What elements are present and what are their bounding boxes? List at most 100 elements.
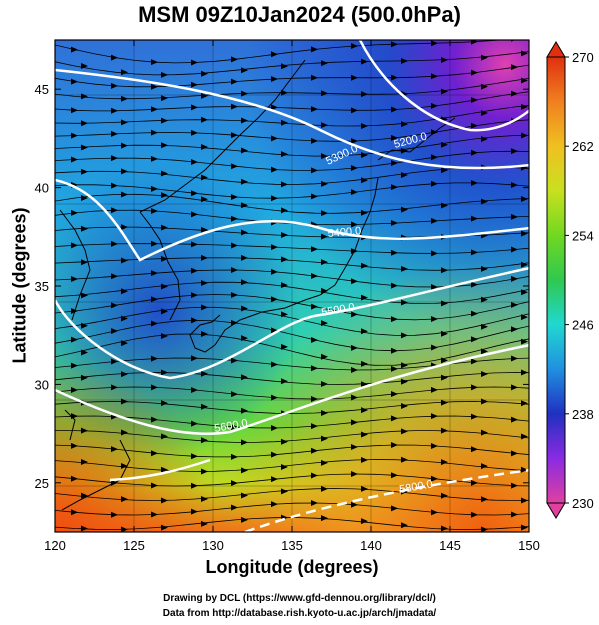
wind-arrow bbox=[271, 327, 278, 334]
wind-arrow bbox=[81, 525, 88, 532]
wind-arrow bbox=[361, 328, 368, 335]
wind-arrow bbox=[321, 353, 328, 360]
wind-arrow bbox=[231, 163, 238, 170]
wind-arrow bbox=[71, 442, 78, 449]
wind-arrow bbox=[81, 374, 88, 381]
wind-arrow bbox=[281, 311, 288, 318]
wind-arrow bbox=[511, 246, 518, 253]
wind-arrow bbox=[271, 361, 278, 368]
wind-arrow bbox=[351, 189, 358, 196]
wind-arrow bbox=[431, 386, 438, 393]
contour-5600 bbox=[55, 343, 529, 436]
wind-arrow bbox=[311, 336, 318, 343]
wind-arrow bbox=[111, 327, 118, 334]
wind-arrow bbox=[391, 184, 398, 191]
wind-arrow bbox=[511, 511, 518, 518]
wind-arrow bbox=[521, 524, 528, 531]
wind-arrow bbox=[231, 504, 238, 511]
streamline bbox=[55, 243, 529, 254]
wind-arrow bbox=[391, 415, 398, 422]
wind-arrow bbox=[121, 340, 128, 347]
wind-arrow bbox=[351, 471, 358, 478]
wind-arrow bbox=[71, 475, 78, 482]
wind-arrow bbox=[521, 261, 528, 268]
wind-arrow bbox=[111, 130, 118, 137]
wind-arrow bbox=[281, 119, 288, 126]
wind-arrow bbox=[151, 355, 158, 362]
wind-arrow bbox=[311, 193, 318, 200]
wind-arrow bbox=[191, 355, 198, 362]
wind-arrow bbox=[511, 148, 518, 155]
wind-arrow bbox=[71, 509, 78, 516]
wind-arrow bbox=[511, 182, 518, 189]
wind-arrow bbox=[521, 103, 528, 110]
wind-arrow bbox=[201, 116, 208, 123]
wind-arrow bbox=[161, 71, 168, 78]
wind-arrow bbox=[321, 515, 328, 522]
wind-arrow bbox=[311, 46, 318, 53]
wind-arrow bbox=[281, 89, 288, 96]
wind-arrow bbox=[231, 267, 238, 274]
wind-arrow bbox=[441, 525, 448, 532]
wind-arrow bbox=[441, 459, 448, 466]
wind-arrow bbox=[241, 279, 248, 286]
wind-arrow bbox=[391, 316, 398, 323]
wind-arrow bbox=[361, 177, 368, 184]
wind-arrow bbox=[161, 524, 168, 531]
wind-arrow bbox=[151, 320, 158, 327]
wind-arrow bbox=[121, 288, 128, 295]
wind-arrow bbox=[481, 526, 488, 532]
wind-arrow bbox=[351, 443, 358, 450]
wind-arrow bbox=[151, 511, 158, 518]
wind-arrow bbox=[201, 304, 208, 311]
colorbar-scale bbox=[546, 56, 566, 504]
contour-5400 bbox=[55, 178, 529, 262]
wind-arrow bbox=[81, 144, 88, 151]
wind-arrow bbox=[281, 181, 288, 188]
wind-arrow bbox=[401, 265, 408, 272]
wind-arrow bbox=[151, 270, 158, 277]
wind-arrow bbox=[201, 174, 208, 181]
wind-arrow bbox=[161, 224, 168, 231]
wind-arrow bbox=[311, 365, 318, 372]
colorbar-tick-label: 254 bbox=[572, 228, 594, 243]
wind-arrow bbox=[521, 50, 528, 57]
wind-arrow bbox=[401, 522, 408, 529]
wind-arrow bbox=[271, 296, 278, 303]
x-axis-label: Longitude (degrees) bbox=[205, 557, 379, 577]
wind-arrow bbox=[361, 58, 368, 65]
wind-arrow bbox=[321, 381, 328, 388]
wind-arrow bbox=[471, 413, 478, 420]
wind-arrow bbox=[241, 202, 248, 209]
contour-label: 5500.0 bbox=[320, 301, 355, 319]
wind-arrow bbox=[71, 275, 78, 282]
x-tick-label: 130 bbox=[202, 538, 224, 553]
wind-arrow bbox=[271, 268, 278, 275]
wind-arrow bbox=[191, 482, 198, 489]
wind-arrow bbox=[521, 466, 528, 473]
wind-arrow bbox=[151, 208, 158, 215]
wind-arrow bbox=[351, 366, 358, 373]
wind-arrow bbox=[281, 63, 288, 70]
wind-arrow bbox=[151, 240, 158, 247]
wind-arrow bbox=[241, 516, 248, 523]
wind-arrow bbox=[161, 192, 168, 199]
streamline bbox=[55, 488, 529, 501]
wind-arrow bbox=[361, 294, 368, 301]
wind-arrow bbox=[121, 526, 128, 532]
x-tick-label: 140 bbox=[360, 538, 382, 553]
streamline bbox=[55, 444, 529, 458]
contour-5500 bbox=[55, 266, 529, 380]
wind-arrow bbox=[391, 505, 398, 512]
wind-arrow bbox=[361, 381, 368, 388]
wind-arrow bbox=[401, 147, 408, 154]
wind-arrow bbox=[81, 427, 88, 434]
wind-arrow bbox=[121, 496, 128, 503]
wind-arrow bbox=[361, 485, 368, 492]
wind-arrow bbox=[81, 349, 88, 356]
wind-arrow bbox=[471, 358, 478, 365]
wind-arrow bbox=[231, 215, 238, 222]
streamline bbox=[55, 357, 529, 371]
x-tick-label: 150 bbox=[518, 538, 540, 553]
wind-arrow bbox=[201, 496, 208, 503]
